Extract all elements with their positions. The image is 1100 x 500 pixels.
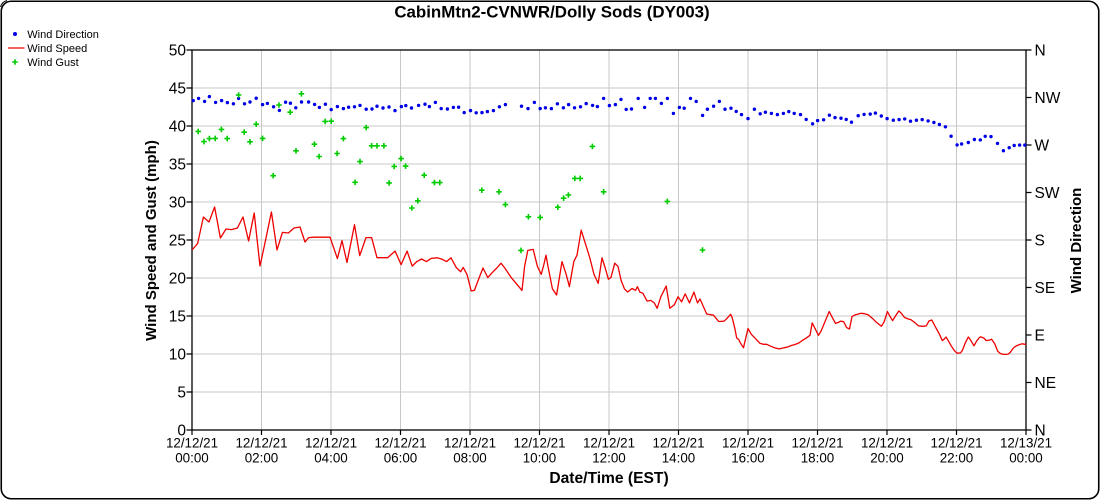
svg-text:Wind Gust: Wind Gust (27, 57, 78, 69)
svg-text:35: 35 (169, 157, 186, 174)
svg-text:06:00: 06:00 (384, 451, 418, 466)
svg-text:12/12/21: 12/12/21 (235, 436, 287, 451)
svg-text:12/12/21: 12/12/21 (305, 436, 357, 451)
svg-text:S: S (1035, 233, 1045, 250)
svg-text:0: 0 (177, 423, 186, 440)
svg-text:45: 45 (169, 81, 186, 98)
svg-text:12:00: 12:00 (592, 451, 626, 466)
svg-text:Wind Direction: Wind Direction (1068, 188, 1085, 294)
svg-text:10: 10 (169, 347, 187, 364)
svg-text:14:00: 14:00 (662, 451, 696, 466)
svg-text:12/12/21: 12/12/21 (930, 436, 982, 451)
svg-text:40: 40 (169, 119, 187, 136)
svg-text:20: 20 (169, 271, 187, 288)
svg-text:12/13/21: 12/13/21 (1000, 436, 1052, 451)
svg-text:NW: NW (1035, 90, 1061, 107)
svg-text:08:00: 08:00 (453, 451, 487, 466)
svg-text:12/12/21: 12/12/21 (444, 436, 496, 451)
svg-text:NE: NE (1035, 375, 1057, 392)
svg-text:Date/Time (EST): Date/Time (EST) (549, 470, 668, 487)
svg-text:12/12/21: 12/12/21 (513, 436, 565, 451)
svg-text:Wind Speed and Gust (mph): Wind Speed and Gust (mph) (143, 140, 160, 341)
svg-text:12/12/21: 12/12/21 (166, 436, 218, 451)
svg-text:Wind Speed: Wind Speed (27, 43, 87, 55)
svg-text:02:00: 02:00 (245, 451, 279, 466)
svg-text:12/12/21: 12/12/21 (583, 436, 635, 451)
svg-text:00:00: 00:00 (1009, 451, 1043, 466)
svg-text:N: N (1035, 43, 1046, 60)
svg-text:22:00: 22:00 (940, 451, 974, 466)
svg-text:E: E (1035, 328, 1045, 345)
svg-text:Wind Direction: Wind Direction (27, 29, 99, 41)
svg-text:5: 5 (177, 385, 186, 402)
svg-text:10:00: 10:00 (523, 451, 557, 466)
svg-text:N: N (1035, 423, 1046, 440)
svg-text:16:00: 16:00 (731, 451, 765, 466)
svg-text:CabinMtn2-CVNWR/Dolly Sods (DY: CabinMtn2-CVNWR/Dolly Sods (DY003) (394, 3, 709, 22)
svg-text:50: 50 (169, 43, 187, 60)
svg-text:00:00: 00:00 (175, 451, 209, 466)
svg-text:12/12/21: 12/12/21 (791, 436, 843, 451)
svg-text:W: W (1035, 138, 1050, 155)
svg-text:12/12/21: 12/12/21 (861, 436, 913, 451)
svg-text:25: 25 (169, 233, 186, 250)
svg-text:15: 15 (169, 309, 186, 326)
svg-text:12/12/21: 12/12/21 (374, 436, 426, 451)
svg-text:12/12/21: 12/12/21 (652, 436, 704, 451)
svg-text:12/12/21: 12/12/21 (722, 436, 774, 451)
svg-text:30: 30 (169, 195, 187, 212)
svg-text:04:00: 04:00 (314, 451, 348, 466)
svg-text:18:00: 18:00 (801, 451, 835, 466)
svg-text:20:00: 20:00 (870, 451, 904, 466)
svg-text:SW: SW (1035, 185, 1060, 202)
svg-text:SE: SE (1035, 280, 1056, 297)
